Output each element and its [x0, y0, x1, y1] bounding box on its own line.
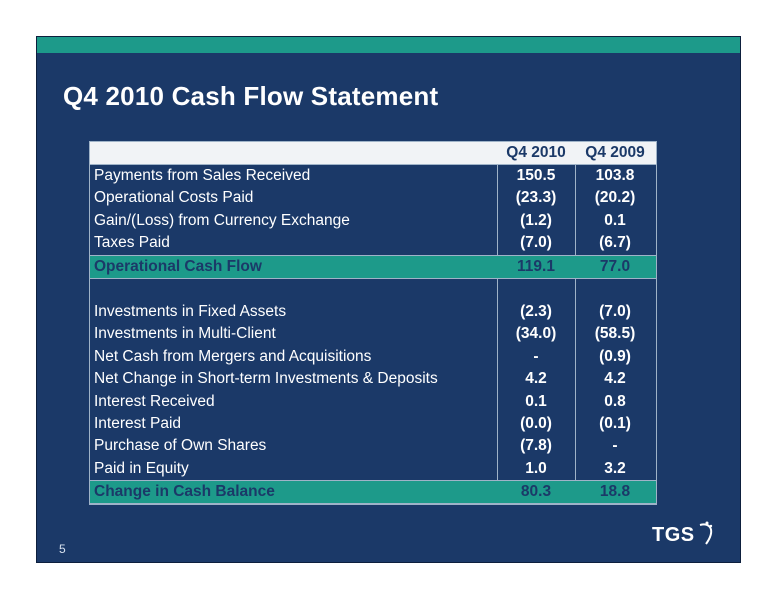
value-q4-2010: 80.3: [520, 483, 552, 501]
value-q4-2009: 77.0: [599, 257, 631, 275]
value-q4-2010: 119.1: [517, 257, 555, 275]
value-q4-2009: (6.7): [599, 234, 631, 252]
row-label: Interest Paid: [94, 414, 182, 432]
table-row: Gain/(Loss) from Currency Exchange (1.2) 0…: [90, 210, 656, 232]
value-q4-2009: (0.1): [599, 414, 631, 432]
value-q4-2009: 103.8: [595, 167, 635, 184]
value-q4-2009: (20.2): [594, 189, 636, 207]
value-q4-2009: (58.5): [594, 325, 636, 343]
value-q4-2009: 4.2: [604, 370, 626, 388]
spacer-row: [90, 279, 656, 301]
row-label: Purchase of Own Shares: [94, 437, 267, 455]
row-label: Taxes Paid: [94, 234, 170, 252]
table-row: Paid in Equity 1.0 3.2: [90, 458, 656, 480]
value-q4-2009: (7.0): [599, 302, 631, 320]
page-number: 5: [59, 542, 66, 556]
slide-title: Q4 2010 Cash Flow Statement: [63, 81, 439, 111]
table-row: Payments from Sales Received 150.5 103.8: [90, 165, 656, 187]
table-row: Taxes Paid (7.0) (6.7): [90, 232, 656, 254]
column-header-q4-2009: Q4 2009: [585, 144, 645, 161]
value-q4-2010: 150.5: [516, 167, 556, 184]
column-header-q4-2010: Q4 2010: [506, 144, 566, 161]
row-label: Investments in Multi-Client: [94, 325, 276, 343]
table-row: Operational Costs Paid (23.3) (20.2): [90, 187, 656, 209]
logo-text: TGS: [652, 524, 695, 546]
table-row: Purchase of Own Shares (7.8) -: [90, 435, 656, 457]
value-q4-2009: -: [612, 437, 618, 455]
value-q4-2010: 1.0: [525, 459, 547, 477]
column-divider: [575, 142, 576, 505]
row-label: Net Change in Short-term Investments & D…: [94, 370, 438, 388]
value-q4-2010: (23.3): [515, 189, 557, 207]
table-row: Investments in Multi-Client (34.0) (58.5): [90, 323, 656, 345]
value-q4-2010: (7.0): [520, 234, 552, 252]
row-label: Operational Costs Paid: [94, 189, 254, 207]
value-q4-2010: -: [533, 347, 539, 365]
value-q4-2009: (0.9): [599, 347, 631, 365]
subtotal-row-change-in-cash-balance: Change in Cash Balance 80.3 18.8: [90, 480, 656, 505]
subtotal-row-operational-cash-flow: Operational Cash Flow 119.1 77.0: [90, 254, 656, 279]
value-q4-2010: (1.2): [520, 211, 552, 229]
row-label: Paid in Equity: [94, 459, 189, 477]
row-label: Investments in Fixed Assets: [94, 302, 287, 320]
value-q4-2010: (2.3): [520, 302, 552, 320]
row-label: Operational Cash Flow: [94, 257, 262, 275]
value-q4-2010: 4.2: [525, 370, 547, 388]
table-row: Net Change in Short-term Investments & D…: [90, 368, 656, 390]
top-accent-band: [37, 37, 740, 53]
value-q4-2009: 0.8: [604, 392, 626, 410]
value-q4-2009: 0.1: [604, 211, 626, 229]
row-label: Interest Received: [94, 392, 215, 410]
table-header-row: Q4 2010 Q4 2009: [90, 142, 656, 165]
table-row: Net Cash from Mergers and Acquisitions - (…: [90, 346, 656, 368]
value-q4-2009: 18.8: [599, 483, 631, 501]
value-q4-2010: (0.0): [520, 414, 552, 432]
row-label: Net Cash from Mergers and Acquisitions: [94, 347, 372, 365]
logo-swoosh-icon: [699, 521, 713, 545]
cash-flow-table: Q4 2010 Q4 2009 Payments from Sales Rece…: [89, 141, 657, 506]
row-label: Change in Cash Balance: [94, 483, 275, 501]
table-row: Interest Received 0.1 0.8: [90, 391, 656, 413]
value-q4-2010: (34.0): [515, 325, 557, 343]
value-q4-2009: 3.2: [604, 459, 626, 477]
slide: Q4 2010 Cash Flow Statement Q4 2010 Q4 2…: [36, 36, 741, 563]
tgs-logo: TGS: [652, 520, 722, 550]
row-label: Payments from Sales Received: [94, 167, 311, 184]
row-label: Gain/(Loss) from Currency Exchange: [94, 211, 350, 229]
table-row: Investments in Fixed Assets (2.3) (7.0): [90, 301, 656, 323]
value-q4-2010: 0.1: [525, 392, 547, 410]
value-q4-2010: (7.8): [520, 437, 552, 455]
table-row: Interest Paid (0.0) (0.1): [90, 413, 656, 435]
column-divider: [497, 142, 498, 505]
